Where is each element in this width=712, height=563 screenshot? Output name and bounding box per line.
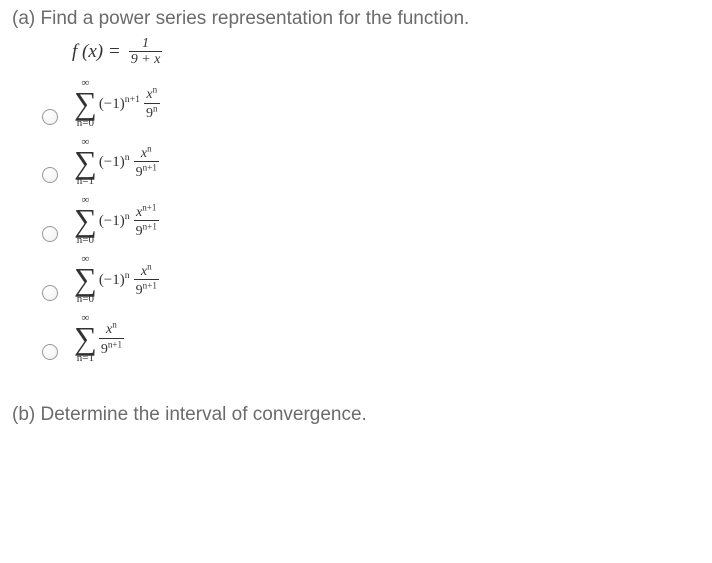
- opt2-coef: (−1): [99, 154, 125, 170]
- function-definition: f (x) = 1 9 + x: [72, 36, 700, 68]
- opt1-coef-exp: n+1: [125, 94, 140, 105]
- opt1-lower: n=0: [77, 118, 94, 129]
- option-5[interactable]: ∞ ∑ n=1 xn 9n+1: [42, 313, 700, 364]
- radio-4[interactable]: [42, 285, 58, 301]
- opt5-den: 9n+1: [101, 342, 122, 357]
- radio-5[interactable]: [42, 344, 58, 360]
- part-a-prompt: (a) Find a power series representation f…: [12, 8, 700, 30]
- option-3[interactable]: ∞ ∑ n=0 (−1)n xn+1 9n+1: [42, 195, 700, 246]
- opt4-coef-exp: n: [125, 270, 130, 281]
- opt2-num: xn: [141, 146, 152, 161]
- opt3-lower: n=0: [77, 235, 94, 246]
- sigma-icon: ∑: [74, 89, 97, 118]
- opt4-den: 9n+1: [136, 283, 157, 298]
- opt3-coef-exp: n: [125, 211, 130, 222]
- sigma-icon: ∑: [74, 324, 97, 353]
- opt2-den: 9n+1: [136, 165, 157, 180]
- opt3-num: xn+1: [136, 205, 156, 220]
- opt5-num: xn: [106, 322, 117, 337]
- opt1-den: 9n: [146, 106, 158, 121]
- opt1-coef: (−1): [99, 96, 125, 112]
- func-lhs: f (x) =: [72, 41, 121, 63]
- sigma-icon: ∑: [74, 265, 97, 294]
- opt2-lower: n=1: [77, 176, 94, 187]
- func-num: 1: [140, 36, 151, 51]
- opt2-coef-exp: n: [125, 152, 130, 163]
- option-2[interactable]: ∞ ∑ n=1 (−1)n xn 9n+1: [42, 137, 700, 188]
- opt1-num: xn: [146, 87, 157, 102]
- part-b-prompt: (b) Determine the interval of convergenc…: [12, 404, 700, 426]
- sigma-icon: ∑: [74, 206, 97, 235]
- opt3-den: 9n+1: [136, 224, 157, 239]
- option-4[interactable]: ∞ ∑ n=0 (−1)n xn 9n+1: [42, 254, 700, 305]
- opt4-num: xn: [141, 264, 152, 279]
- opt4-coef: (−1): [99, 272, 125, 288]
- opt3-coef: (−1): [99, 213, 125, 229]
- func-den: 9 + x: [129, 52, 163, 67]
- opt5-lower: n=1: [77, 353, 94, 364]
- sigma-icon: ∑: [74, 148, 97, 177]
- radio-3[interactable]: [42, 226, 58, 242]
- radio-2[interactable]: [42, 167, 58, 183]
- radio-1[interactable]: [42, 109, 58, 125]
- opt4-lower: n=0: [77, 294, 94, 305]
- option-1[interactable]: ∞ ∑ n=0 (−1)n+1 xn 9n: [42, 78, 700, 129]
